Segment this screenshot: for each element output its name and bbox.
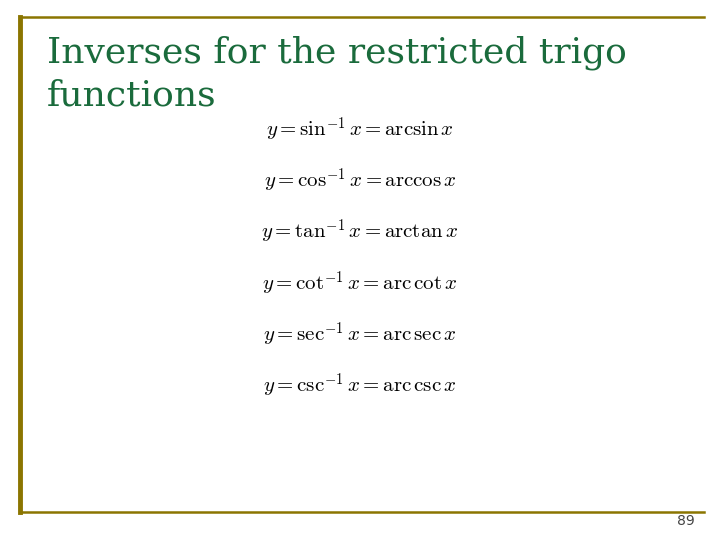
Text: Inverses for the restricted trigo: Inverses for the restricted trigo bbox=[47, 35, 626, 70]
Text: $y = \csc^{-1} x = \mathrm{arc\,csc}\, x$: $y = \csc^{-1} x = \mathrm{arc\,csc}\, x… bbox=[264, 372, 456, 400]
Text: $y = \sin^{-1} x = \arcsin x$: $y = \sin^{-1} x = \arcsin x$ bbox=[266, 116, 454, 144]
Text: functions: functions bbox=[47, 78, 217, 112]
Text: $y = \sec^{-1} x = \mathrm{arc\,sec}\, x$: $y = \sec^{-1} x = \mathrm{arc\,sec}\, x… bbox=[264, 321, 456, 349]
Text: $y = \cos^{-1} x = \arccos x$: $y = \cos^{-1} x = \arccos x$ bbox=[264, 167, 456, 195]
Text: 89: 89 bbox=[677, 514, 695, 528]
Text: $y = \cot^{-1} x = \mathrm{arc\,cot}\, x$: $y = \cot^{-1} x = \mathrm{arc\,cot}\, x… bbox=[262, 269, 458, 298]
Text: $y = \tan^{-1} x = \arctan x$: $y = \tan^{-1} x = \arctan x$ bbox=[261, 218, 459, 246]
